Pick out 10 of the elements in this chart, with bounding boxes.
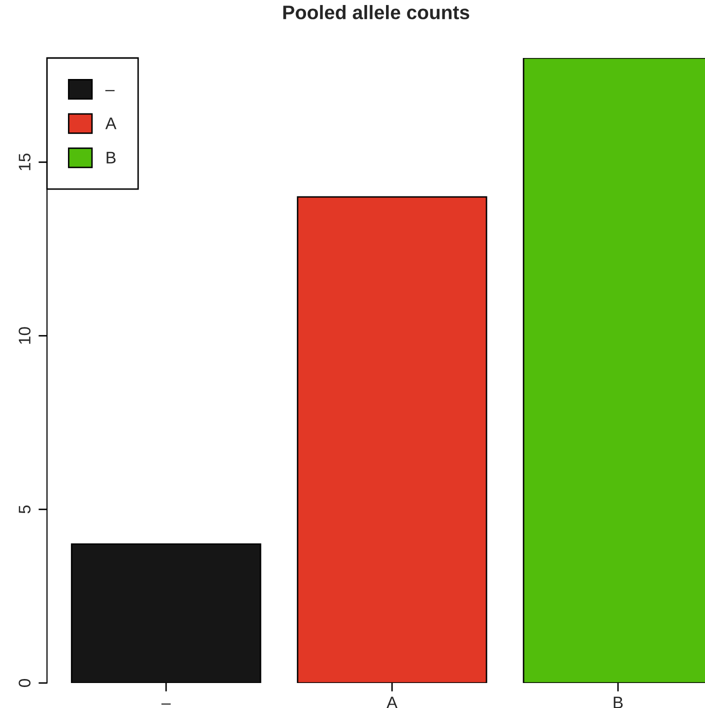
legend-label: B bbox=[106, 152, 116, 164]
y-tick-label: 15 bbox=[18, 154, 31, 170]
y-tick-label: 5 bbox=[18, 505, 31, 514]
x-tick-label: B bbox=[614, 696, 623, 708]
legend-label: A bbox=[105, 118, 116, 130]
x-tick-label: A bbox=[386, 696, 398, 708]
chart-title: Pooled allele counts bbox=[283, 5, 470, 20]
y-tick-label: 10 bbox=[18, 327, 31, 344]
y-tick-label: 0 bbox=[18, 679, 31, 687]
legend-label: – bbox=[105, 90, 115, 92]
